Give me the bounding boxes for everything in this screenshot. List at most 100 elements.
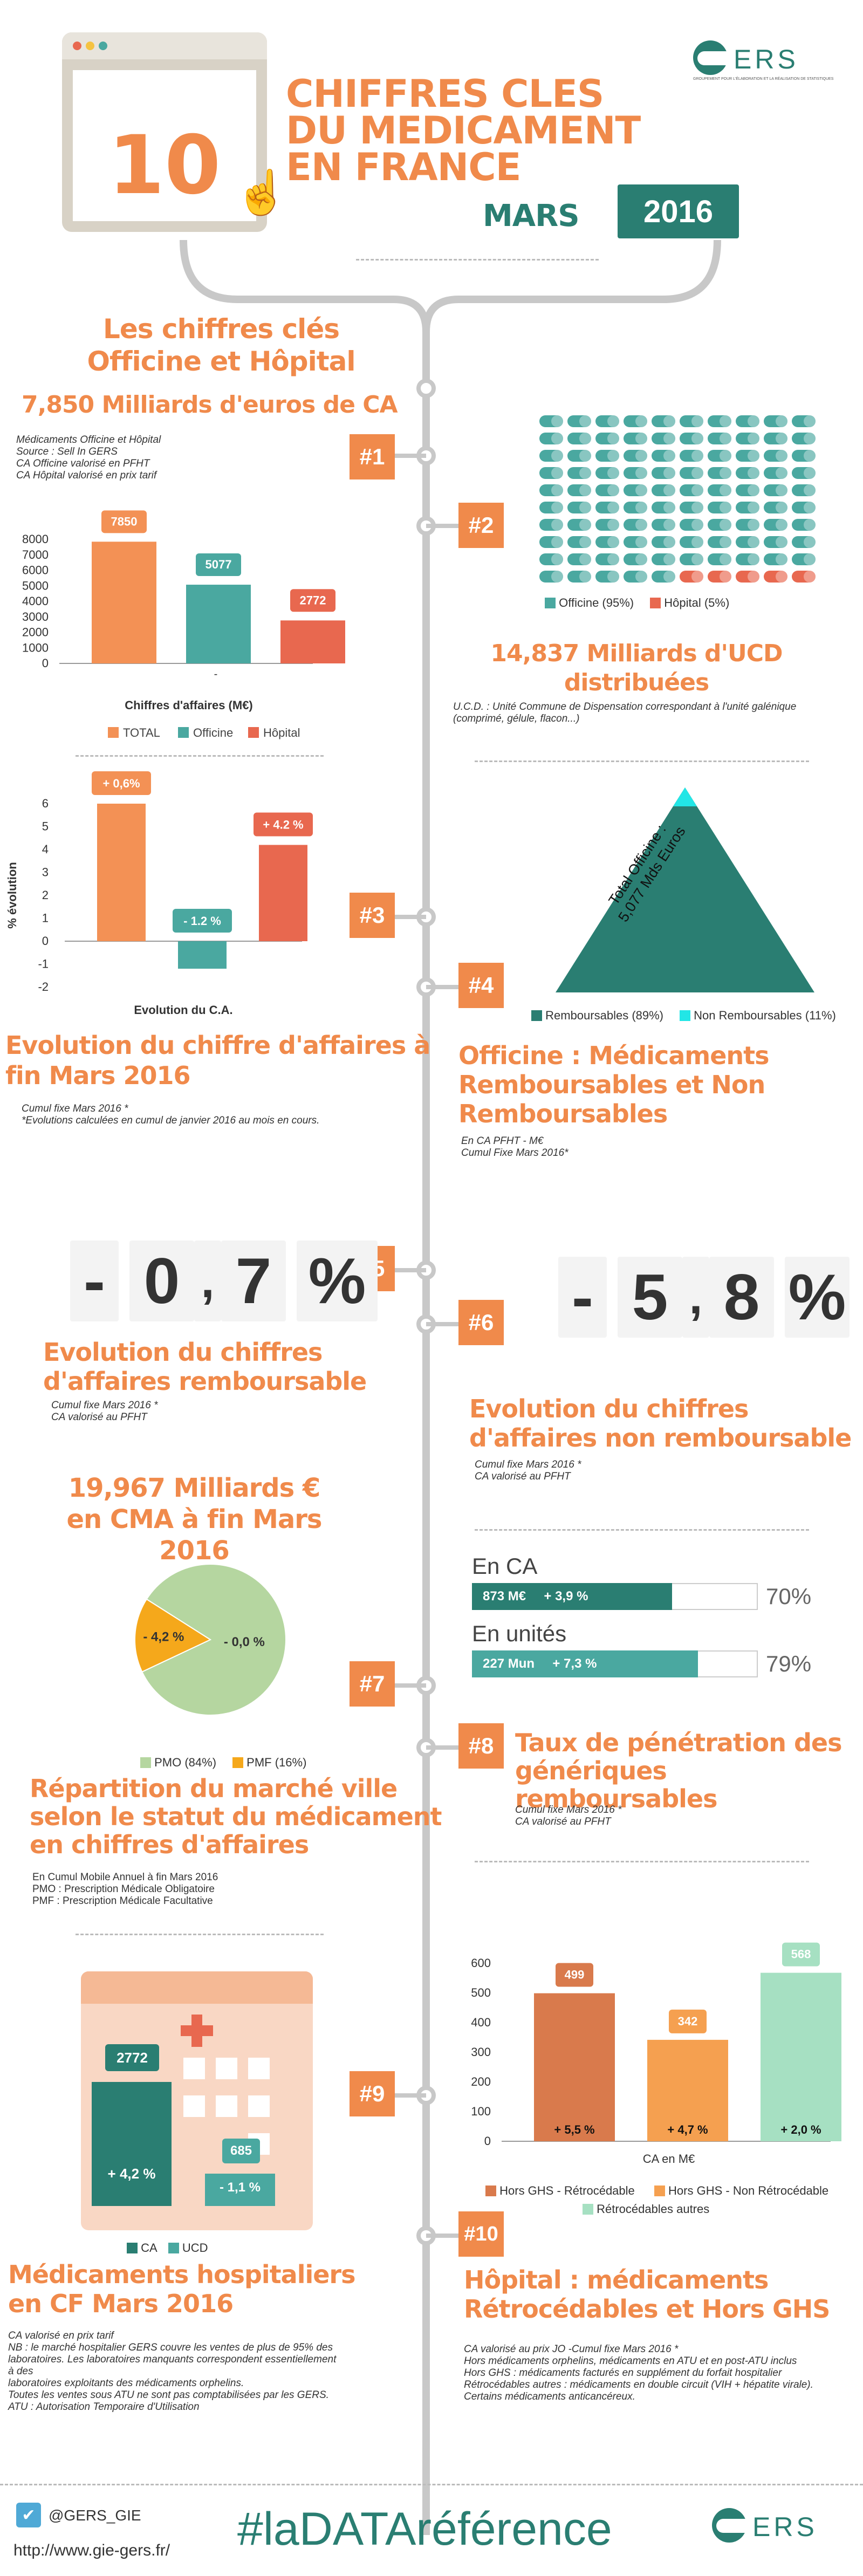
legend-swatch xyxy=(654,2186,665,2196)
divider xyxy=(475,761,809,762)
stat5-title: Evolution du chiffres d'affaires rembours… xyxy=(43,1338,367,1396)
legend-swatch xyxy=(168,2243,179,2253)
waffle-pill xyxy=(792,571,816,583)
waffle-pill xyxy=(708,450,731,462)
twitter-handle[interactable]: @GERS_GIE xyxy=(49,2507,141,2524)
waffle-pill-half xyxy=(579,484,591,496)
waffle-pill xyxy=(792,536,816,548)
waffle-pill xyxy=(792,553,816,565)
stat5-notes: Cumul fixe Mars 2016 * CA valorisé au PFH… xyxy=(51,1400,158,1423)
waffle-pill xyxy=(595,553,619,565)
waffle-pill xyxy=(708,467,731,479)
hospital-legend: CA UCD xyxy=(127,2241,208,2255)
bar xyxy=(280,620,345,663)
pie-chart: - 0,0 % - 4,2 % xyxy=(134,1564,286,1716)
waffle-pill xyxy=(652,553,675,565)
waffle-pill-half xyxy=(776,433,787,444)
legend-swatch xyxy=(178,727,189,738)
data-label: 2772 xyxy=(300,593,326,607)
ca-total-subtitle: 7,850 Milliards d'euros de CA xyxy=(22,391,398,419)
waffle-pill-half xyxy=(551,519,563,531)
y-tick-label: 400 xyxy=(471,2016,491,2029)
waffle-pill xyxy=(708,536,731,548)
waffle-pill-half xyxy=(607,484,619,496)
waffle-pill xyxy=(680,571,703,583)
waffle-pill-half xyxy=(607,450,619,462)
waffle-pill-half xyxy=(551,484,563,496)
data-label-box xyxy=(556,1963,593,1987)
hospital-ca-change: + 4,2 % xyxy=(107,2166,156,2182)
waffle-pill-half xyxy=(804,467,816,479)
hospital-ucd-bar xyxy=(205,2174,275,2206)
x-axis-label: Evolution du C.A. xyxy=(134,1003,232,1017)
waffle-pill xyxy=(680,467,703,479)
gers-logo: ERS GROUPEMENT POUR L'ÉLABORATION ET LA … xyxy=(693,40,833,84)
waffle-pill-half xyxy=(579,433,591,444)
waffle-pill-half xyxy=(804,502,816,513)
waffle-pill xyxy=(792,415,816,427)
y-tick-label: 4 xyxy=(42,842,49,856)
hospital-ca-bar xyxy=(92,2082,172,2206)
bar xyxy=(186,585,251,663)
waffle-pill xyxy=(595,502,619,513)
generics-bars: En CA 873 M€ + 3,9 % 70% En unités 227 M… xyxy=(472,1553,812,1677)
waffle-pill xyxy=(792,450,816,462)
waffle-pill xyxy=(708,433,731,444)
bar xyxy=(97,804,146,941)
waffle-pill-half xyxy=(691,415,703,427)
evolution-title: Evolution du chiffre d'affaires à fin Mar… xyxy=(5,1031,430,1090)
waffle-pill xyxy=(624,536,647,548)
waffle-pill-half xyxy=(691,502,703,513)
waffle-pill-half xyxy=(551,536,563,548)
waffle-pill xyxy=(567,484,591,496)
waffle-pill xyxy=(652,484,675,496)
waffle-pill-half xyxy=(663,536,675,548)
website-link[interactable]: http://www.gie-gers.fr/ xyxy=(13,2541,170,2559)
waffle-pill xyxy=(736,536,759,548)
waffle-pill-half xyxy=(635,450,647,462)
data-label: 499 xyxy=(565,1968,585,1982)
waffle-pill xyxy=(652,450,675,462)
badge-6: #6 xyxy=(458,1300,504,1345)
waffle-pill xyxy=(792,519,816,531)
badge-1: #1 xyxy=(350,434,395,479)
pie-slice xyxy=(141,1564,286,1716)
data-label-box xyxy=(101,510,147,533)
waffle-pill-half xyxy=(635,415,647,427)
generics-title: Taux de pénétration des génériques rembou… xyxy=(515,1728,842,1813)
waffle-pill xyxy=(595,519,619,531)
waffle-pill-half xyxy=(776,502,787,513)
waffle-pill-half xyxy=(776,519,787,531)
waffle-pill xyxy=(539,536,563,548)
waffle-pill-half xyxy=(720,433,731,444)
browser-window-graphic: 10 xyxy=(62,32,267,232)
data-label: + 0,6% xyxy=(102,777,140,790)
waffle-pill xyxy=(680,484,703,496)
twitter-icon[interactable]: ✔ xyxy=(16,2503,41,2527)
waffle-pill xyxy=(736,433,759,444)
data-label: 568 xyxy=(791,1948,811,1961)
penetration-bar xyxy=(472,1650,698,1677)
waffle-pill-half xyxy=(635,433,647,444)
waffle-pill xyxy=(764,415,787,427)
waffle-pill-half xyxy=(663,484,675,496)
waffle-pill-half xyxy=(663,553,675,565)
waffle-pill-half xyxy=(776,536,787,548)
legend-swatch xyxy=(545,598,556,608)
waffle-pill xyxy=(680,519,703,531)
divider xyxy=(475,1529,809,1531)
waffle-pill xyxy=(567,450,591,462)
waffle-pill xyxy=(764,519,787,531)
waffle-pill xyxy=(708,415,731,427)
bar xyxy=(259,845,307,941)
badge-8: #8 xyxy=(458,1723,504,1769)
waffle-pill-half xyxy=(579,536,591,548)
legend-swatch xyxy=(232,1757,244,1768)
waffle-pill-half xyxy=(804,415,816,427)
waffle-pill xyxy=(595,450,619,462)
data-label-box xyxy=(92,771,151,795)
y-tick-label: 5000 xyxy=(22,579,49,592)
waffle-pill xyxy=(624,433,647,444)
hospital-ucd-value: 685 xyxy=(222,2139,260,2163)
change-label: + 4,7 % xyxy=(667,2123,708,2136)
